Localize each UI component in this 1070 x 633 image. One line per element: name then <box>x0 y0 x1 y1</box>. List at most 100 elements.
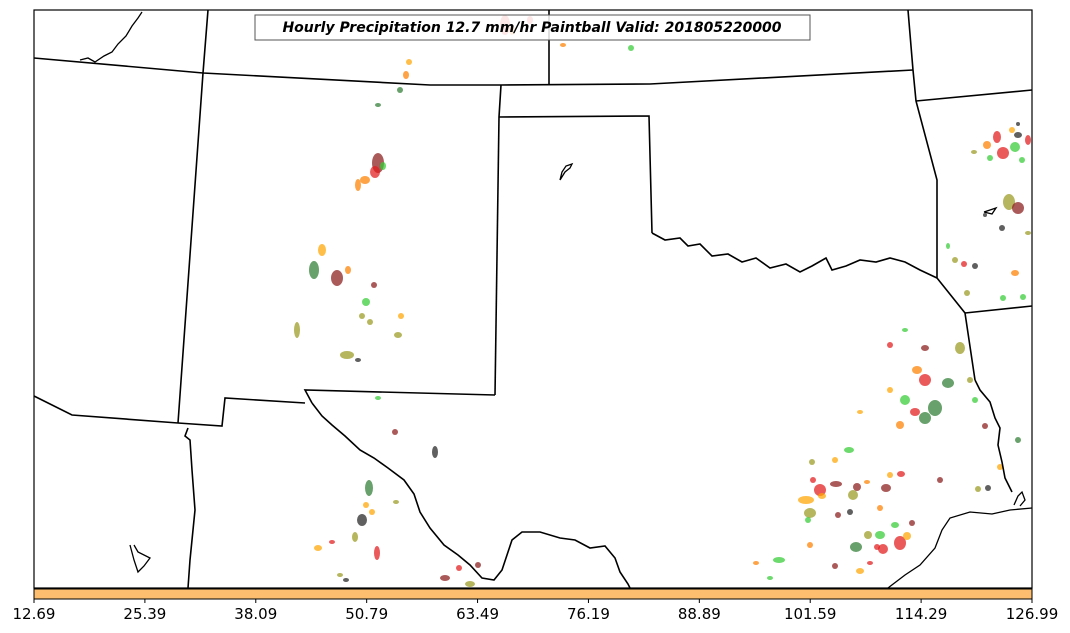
precipitation-blob <box>380 162 386 170</box>
precipitation-blob <box>375 396 381 400</box>
map-frame <box>33 9 1033 589</box>
precipitation-blob <box>818 493 826 499</box>
precipitation-blob <box>628 45 634 51</box>
colorbar-tick-label: 38.09 <box>234 605 277 623</box>
precipitation-blob <box>365 480 373 496</box>
colorbar-tick-label: 76.19 <box>567 605 610 623</box>
colorbar-tick-label: 63.49 <box>456 605 499 623</box>
precipitation-blob <box>331 270 343 286</box>
precipitation-blob <box>975 486 981 492</box>
precipitation-blob <box>857 410 863 414</box>
precipitation-blob <box>1009 127 1015 133</box>
precipitation-blob <box>345 266 351 274</box>
precipitation-blob <box>874 544 880 550</box>
state-border-california-arizona <box>33 395 179 424</box>
precipitation-blob <box>972 397 978 403</box>
precipitation-blob <box>337 573 343 577</box>
ark-river-loop <box>983 206 998 215</box>
precipitation-blob <box>359 313 365 319</box>
precipitation-blob <box>1019 157 1025 163</box>
lake-meredith <box>559 162 574 181</box>
precipitation-blob <box>993 131 1001 143</box>
precipitation-blob <box>398 313 404 319</box>
precipitation-blob <box>753 561 759 565</box>
state-border-nm-south <box>303 389 496 404</box>
precipitation-blob <box>946 243 950 249</box>
precipitation-blob <box>864 531 872 539</box>
precipitation-blob <box>850 542 862 552</box>
precipitation-blob <box>475 562 481 568</box>
precipitation-blob <box>314 545 322 551</box>
precipitation-blob <box>972 263 978 269</box>
precipitation-blob <box>999 225 1005 231</box>
precipitation-blob <box>961 261 967 267</box>
precipitation-blob <box>440 575 450 581</box>
precipitation-blob <box>864 480 870 484</box>
precipitation-blob <box>1025 135 1031 145</box>
precipitation-blob <box>371 282 377 288</box>
precipitation-blob <box>982 423 988 429</box>
precipitation-blob <box>875 531 885 539</box>
precipitation-blob <box>392 429 398 435</box>
colorbar-tick-label: 50.79 <box>345 605 388 623</box>
precipitation-blob <box>397 87 403 93</box>
precipitation-blob <box>997 464 1003 470</box>
rio-grande-border <box>311 402 631 589</box>
precipitation-blob <box>891 522 899 528</box>
precipitation-blob <box>881 484 891 492</box>
title-box <box>254 14 811 41</box>
colorbar-tick-label: 101.59 <box>784 605 837 623</box>
precipitation-blob <box>887 387 893 393</box>
state-border-oklahoma-east <box>912 69 976 381</box>
precipitation-blob <box>1011 270 1019 276</box>
precipitation-blob <box>919 374 931 386</box>
precipitation-blob <box>867 561 873 565</box>
colorbar-tick-label: 126.99 <box>1006 605 1059 623</box>
precipitation-blob <box>360 176 370 184</box>
precipitation-blob <box>1015 437 1021 443</box>
state-border-kansas-missouri <box>907 9 914 71</box>
precipitation-blob <box>804 508 816 518</box>
precipitation-blob <box>352 532 358 542</box>
precipitation-blob <box>985 485 991 491</box>
precipitation-blob <box>363 502 369 508</box>
sabine-river-border <box>974 379 1013 493</box>
precipitation-blob <box>340 351 354 359</box>
precipitation-blob <box>847 509 853 515</box>
precipitation-blob <box>853 483 861 491</box>
colorbar-tick-label: 88.89 <box>678 605 721 623</box>
precipitation-blob <box>937 477 943 483</box>
precipitation-blob <box>971 150 977 154</box>
precipitation-blob <box>942 378 954 388</box>
precipitation-blob <box>355 179 361 191</box>
precipitation-blob <box>810 477 816 483</box>
colorbar-tick-label: 114.29 <box>895 605 948 623</box>
coastlines <box>79 11 1033 589</box>
precipitation-blob <box>1010 142 1020 152</box>
precipitation-blob <box>983 141 991 149</box>
precipitation-blob <box>367 319 373 325</box>
red-river-border <box>651 232 938 279</box>
colorbar-tick-label: 12.69 <box>13 605 56 623</box>
precipitation-blob <box>955 342 965 354</box>
border-arizona-south <box>184 427 196 589</box>
precipitation-blob <box>1025 231 1031 235</box>
gulf-of-california <box>129 544 151 574</box>
precipitation-blob <box>952 257 958 263</box>
precipitation-blob <box>394 332 402 338</box>
precipitation-blob <box>902 328 908 332</box>
precipitation-blob <box>912 366 922 374</box>
state-border-missouri-arkansas <box>915 89 1033 102</box>
precipitation-blobs <box>294 15 1031 587</box>
precipitation-blob <box>465 581 475 587</box>
colorbar-tick-label: 25.39 <box>123 605 166 623</box>
precipitation-blob <box>456 565 462 571</box>
state-border-north <box>33 57 914 86</box>
colorbar-ticks: 12.69 25.39 38.09 50.79 63.49 76.19 88.89 101.5… <box>13 599 1059 623</box>
precipitation-blob <box>1016 122 1020 126</box>
precipitation-blob <box>928 400 942 416</box>
precipitation-blob <box>987 155 993 161</box>
precipitation-blob <box>878 544 888 554</box>
precipitation-blob <box>1020 294 1026 300</box>
